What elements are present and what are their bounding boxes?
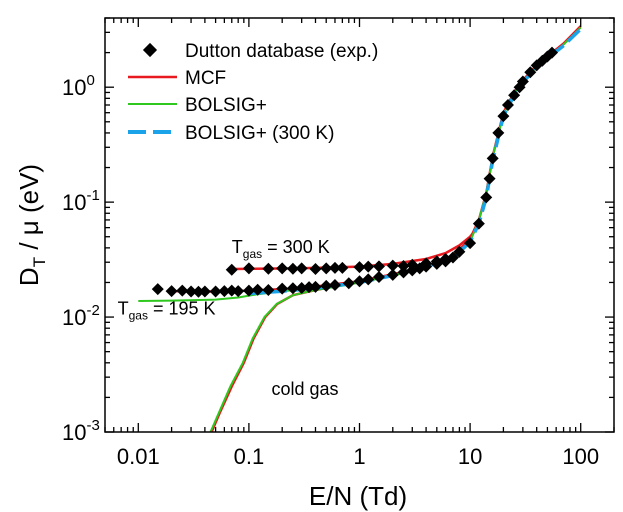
data-point-exp: [530, 59, 543, 72]
data-point-exp: [295, 262, 308, 275]
data-point-exp: [286, 262, 299, 275]
data-point-exp: [232, 285, 245, 298]
x-tick-label: 0.01: [117, 444, 160, 469]
y-tick-label: 10-2: [62, 302, 100, 330]
data-point-exp: [309, 262, 322, 275]
data-point-exp: [501, 99, 514, 112]
data-point-exp: [516, 75, 529, 88]
y-tick-label-base: 10: [62, 305, 86, 330]
annotation-tgas-195-suffix: = 195 K: [148, 299, 216, 319]
annotation-tgas-300-sub: gas: [243, 247, 262, 261]
data-point-exp: [320, 279, 333, 292]
y-tick-label: 10-3: [62, 417, 100, 445]
data-point-exp: [276, 262, 289, 275]
data-point-exp: [483, 172, 496, 185]
x-tick-label: 1: [353, 444, 365, 469]
data-point-exp: [242, 284, 255, 297]
y-tick-label-exponent: 0: [86, 72, 94, 89]
annotation-tgas-195-sub: gas: [129, 309, 148, 323]
y-tick-label: 100: [62, 72, 95, 100]
data-point-exp: [276, 282, 289, 295]
x-tick-label: 10: [458, 444, 482, 469]
data-point-exp: [185, 285, 198, 298]
data-point-exp: [362, 260, 375, 273]
data-point-exp: [218, 285, 231, 298]
data-point-exp: [386, 259, 399, 272]
legend-label-bolsig300: BOLSIG+ (300 K): [185, 123, 334, 144]
y-tick-label-base: 10: [62, 190, 86, 215]
y-tick-label-exponent: -1: [86, 187, 99, 204]
y-tick-label-exponent: -2: [86, 302, 99, 319]
annotation-cold-gas: cold gas: [272, 379, 339, 399]
y-axis-title-sub: T: [30, 257, 49, 267]
data-point-exp: [303, 281, 316, 294]
data-point-exp: [492, 126, 505, 139]
data-point-exp: [251, 283, 264, 296]
data-point-exp: [420, 257, 433, 270]
data-point-exp: [209, 285, 222, 298]
y-tick-label-base: 10: [62, 75, 86, 100]
data-point-exp: [295, 282, 308, 295]
y-tick-label-base: 10: [62, 420, 86, 445]
data-point-exp: [464, 237, 477, 250]
legend-label-bolsig: BOLSIG+: [185, 95, 267, 116]
data-point-exp: [286, 282, 299, 295]
legend: Dutton database (exp.) MCF BOLSIG+ BOLSI…: [128, 41, 378, 144]
data-point-exp: [192, 285, 205, 298]
data-point-exp: [353, 275, 366, 288]
annotation-tgas-195: Tgas = 195 K: [118, 299, 216, 323]
annotation-tgas-300: Tgas = 300 K: [232, 237, 330, 261]
x-tick-label: 100: [562, 444, 599, 469]
annotation-tgas-195-prefix: T: [118, 299, 129, 319]
data-point-exp: [508, 89, 521, 102]
data-point-exp: [225, 263, 238, 276]
data-point-exp: [198, 285, 211, 298]
data-point-exp: [336, 261, 349, 274]
y-axis-title: DT / μ (eV): [14, 164, 49, 286]
legend-label-mcf: MCF: [185, 68, 226, 89]
data-point-exp: [353, 261, 366, 274]
data-point-exp: [372, 260, 385, 273]
x-tick-label: 0.1: [234, 444, 265, 469]
x-axis-title: E/N (Td): [309, 481, 407, 511]
legend-label-exp: Dutton database (exp.): [185, 41, 378, 62]
data-point-exp: [453, 245, 466, 258]
data-point-exp: [165, 285, 178, 298]
data-point-exp: [151, 283, 164, 296]
y-tick-label-exponent: -3: [86, 417, 99, 434]
data-point-exp: [328, 279, 341, 292]
data-point-exp: [386, 268, 399, 281]
data-point-exp: [342, 277, 355, 290]
data-point-exp: [320, 262, 333, 275]
data-point-exp: [524, 66, 537, 79]
y-axis-title-rest: / μ (eV): [14, 164, 44, 257]
data-point-exp: [472, 217, 485, 230]
data-point-exp: [362, 273, 375, 286]
y-tick-label: 10-1: [62, 187, 100, 215]
annotation-tgas-300-prefix: T: [232, 237, 243, 257]
data-point-exp: [430, 255, 443, 268]
data-point-exp: [397, 260, 410, 273]
data-point-exp: [176, 284, 189, 297]
plot-points: [151, 46, 558, 298]
data-point-exp: [242, 262, 255, 275]
data-point-exp: [406, 258, 419, 271]
data-point-exp: [262, 262, 275, 275]
data-point-exp: [497, 110, 510, 123]
data-point-exp: [262, 283, 275, 296]
data-point-exp: [328, 261, 341, 274]
data-point-exp: [309, 280, 322, 293]
data-point-exp: [480, 191, 493, 204]
data-point-exp: [545, 46, 558, 59]
data-point-exp: [397, 266, 410, 279]
axis-ticks: [104, 17, 615, 433]
data-point-exp: [486, 152, 499, 165]
data-point-exp: [372, 271, 385, 284]
annotation-tgas-300-suffix: = 300 K: [262, 237, 330, 257]
data-point-exp: [439, 253, 452, 266]
y-axis-title-main: D: [14, 267, 44, 286]
